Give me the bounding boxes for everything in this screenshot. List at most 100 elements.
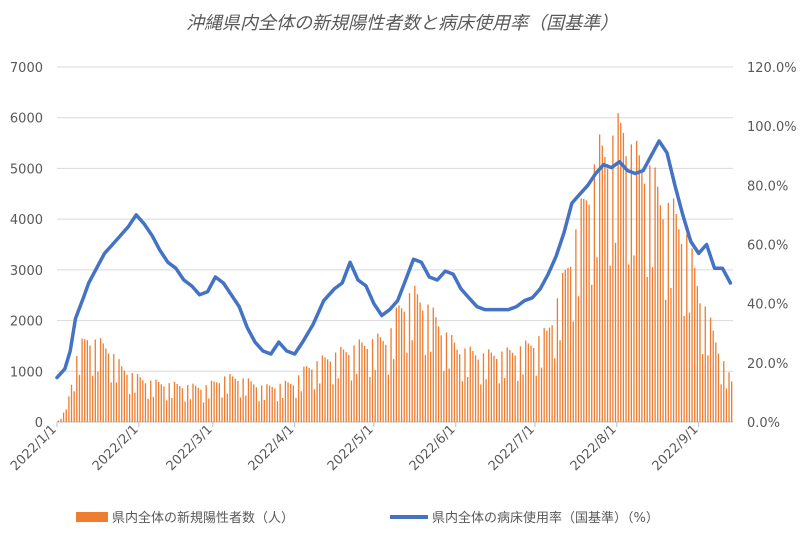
bar — [466, 376, 469, 422]
bar — [160, 384, 162, 422]
bar — [538, 336, 540, 422]
bar — [250, 381, 252, 422]
bar — [99, 338, 102, 422]
bar — [448, 368, 450, 422]
bar — [731, 381, 733, 422]
bar — [57, 420, 59, 422]
bar — [400, 308, 403, 422]
bar — [617, 113, 619, 423]
bar — [598, 134, 601, 422]
bar — [263, 399, 265, 422]
bar — [321, 355, 324, 422]
bar — [107, 353, 110, 422]
bar — [366, 348, 368, 422]
bar — [179, 386, 181, 422]
bar — [78, 374, 81, 422]
bar — [374, 370, 376, 422]
bar — [485, 379, 487, 422]
bar — [575, 229, 577, 422]
bar — [76, 356, 78, 422]
bar — [308, 367, 310, 422]
bar — [363, 345, 366, 422]
y-left-tick-label: 0 — [35, 416, 43, 431]
bar — [482, 353, 485, 422]
bar — [171, 398, 173, 422]
bar — [86, 340, 89, 422]
bar — [406, 352, 408, 422]
bar — [696, 286, 699, 422]
bar — [459, 354, 461, 422]
bar — [456, 349, 458, 422]
bar — [84, 339, 86, 422]
bar — [564, 269, 566, 422]
bar — [620, 122, 622, 422]
bar — [340, 346, 342, 422]
bar — [683, 316, 685, 422]
y-right-tick-label: 100.0% — [747, 120, 797, 135]
bar — [472, 351, 474, 422]
x-tick-label: 2022/3/1 — [164, 422, 216, 474]
bar — [192, 383, 194, 422]
bar — [670, 288, 672, 422]
bar — [659, 205, 662, 422]
bar — [377, 333, 379, 422]
y-right-tick-label: 120.0% — [747, 61, 797, 76]
y-right-tick-label: 80.0% — [747, 179, 788, 194]
bar — [712, 330, 714, 422]
bar — [604, 157, 606, 422]
bar — [274, 388, 276, 422]
bar — [123, 370, 125, 422]
bar — [303, 366, 305, 422]
bar — [94, 339, 96, 422]
bar — [453, 342, 456, 422]
bar — [548, 327, 551, 422]
x-tick-label: 2022/7/1 — [486, 422, 538, 474]
y-right-tick-label: 20.0% — [747, 357, 788, 372]
legend-label-occupancy: 県内全体の病床使用率（国基準）（%） — [432, 510, 659, 526]
bar — [498, 383, 500, 422]
bar — [136, 374, 139, 422]
bar — [522, 374, 524, 422]
x-tick-label: 2022/5/1 — [325, 422, 377, 474]
bar — [694, 267, 696, 422]
bar — [287, 382, 289, 422]
bar — [91, 375, 94, 422]
bar — [158, 381, 160, 422]
bar — [720, 384, 722, 422]
bar — [667, 202, 669, 422]
bar — [591, 284, 593, 422]
bar — [311, 369, 313, 422]
bar — [532, 347, 535, 422]
bar — [73, 391, 75, 422]
bar — [511, 352, 514, 422]
bar — [358, 339, 361, 422]
bar — [717, 353, 720, 422]
bar — [231, 376, 234, 422]
bar — [612, 135, 614, 422]
bar — [65, 409, 67, 422]
bar — [194, 385, 197, 422]
bar — [569, 266, 572, 422]
bar — [345, 352, 347, 422]
bar — [527, 343, 530, 422]
bar — [239, 397, 242, 422]
bar — [588, 204, 590, 422]
bar — [443, 370, 445, 422]
bar — [680, 243, 683, 422]
bar — [385, 344, 387, 422]
bar — [554, 358, 556, 422]
bar — [496, 359, 498, 422]
bar — [635, 140, 638, 422]
bar — [284, 380, 287, 422]
bar — [416, 294, 419, 422]
x-tick-label: 2022/8/1 — [568, 422, 620, 474]
bar — [165, 400, 168, 422]
bar — [297, 375, 300, 422]
bar — [332, 384, 334, 422]
bar — [451, 335, 453, 422]
x-tick-label: 2022/4/1 — [246, 422, 298, 474]
bar — [260, 385, 263, 422]
bar — [316, 361, 318, 422]
bar — [144, 383, 147, 422]
bar — [506, 347, 508, 422]
